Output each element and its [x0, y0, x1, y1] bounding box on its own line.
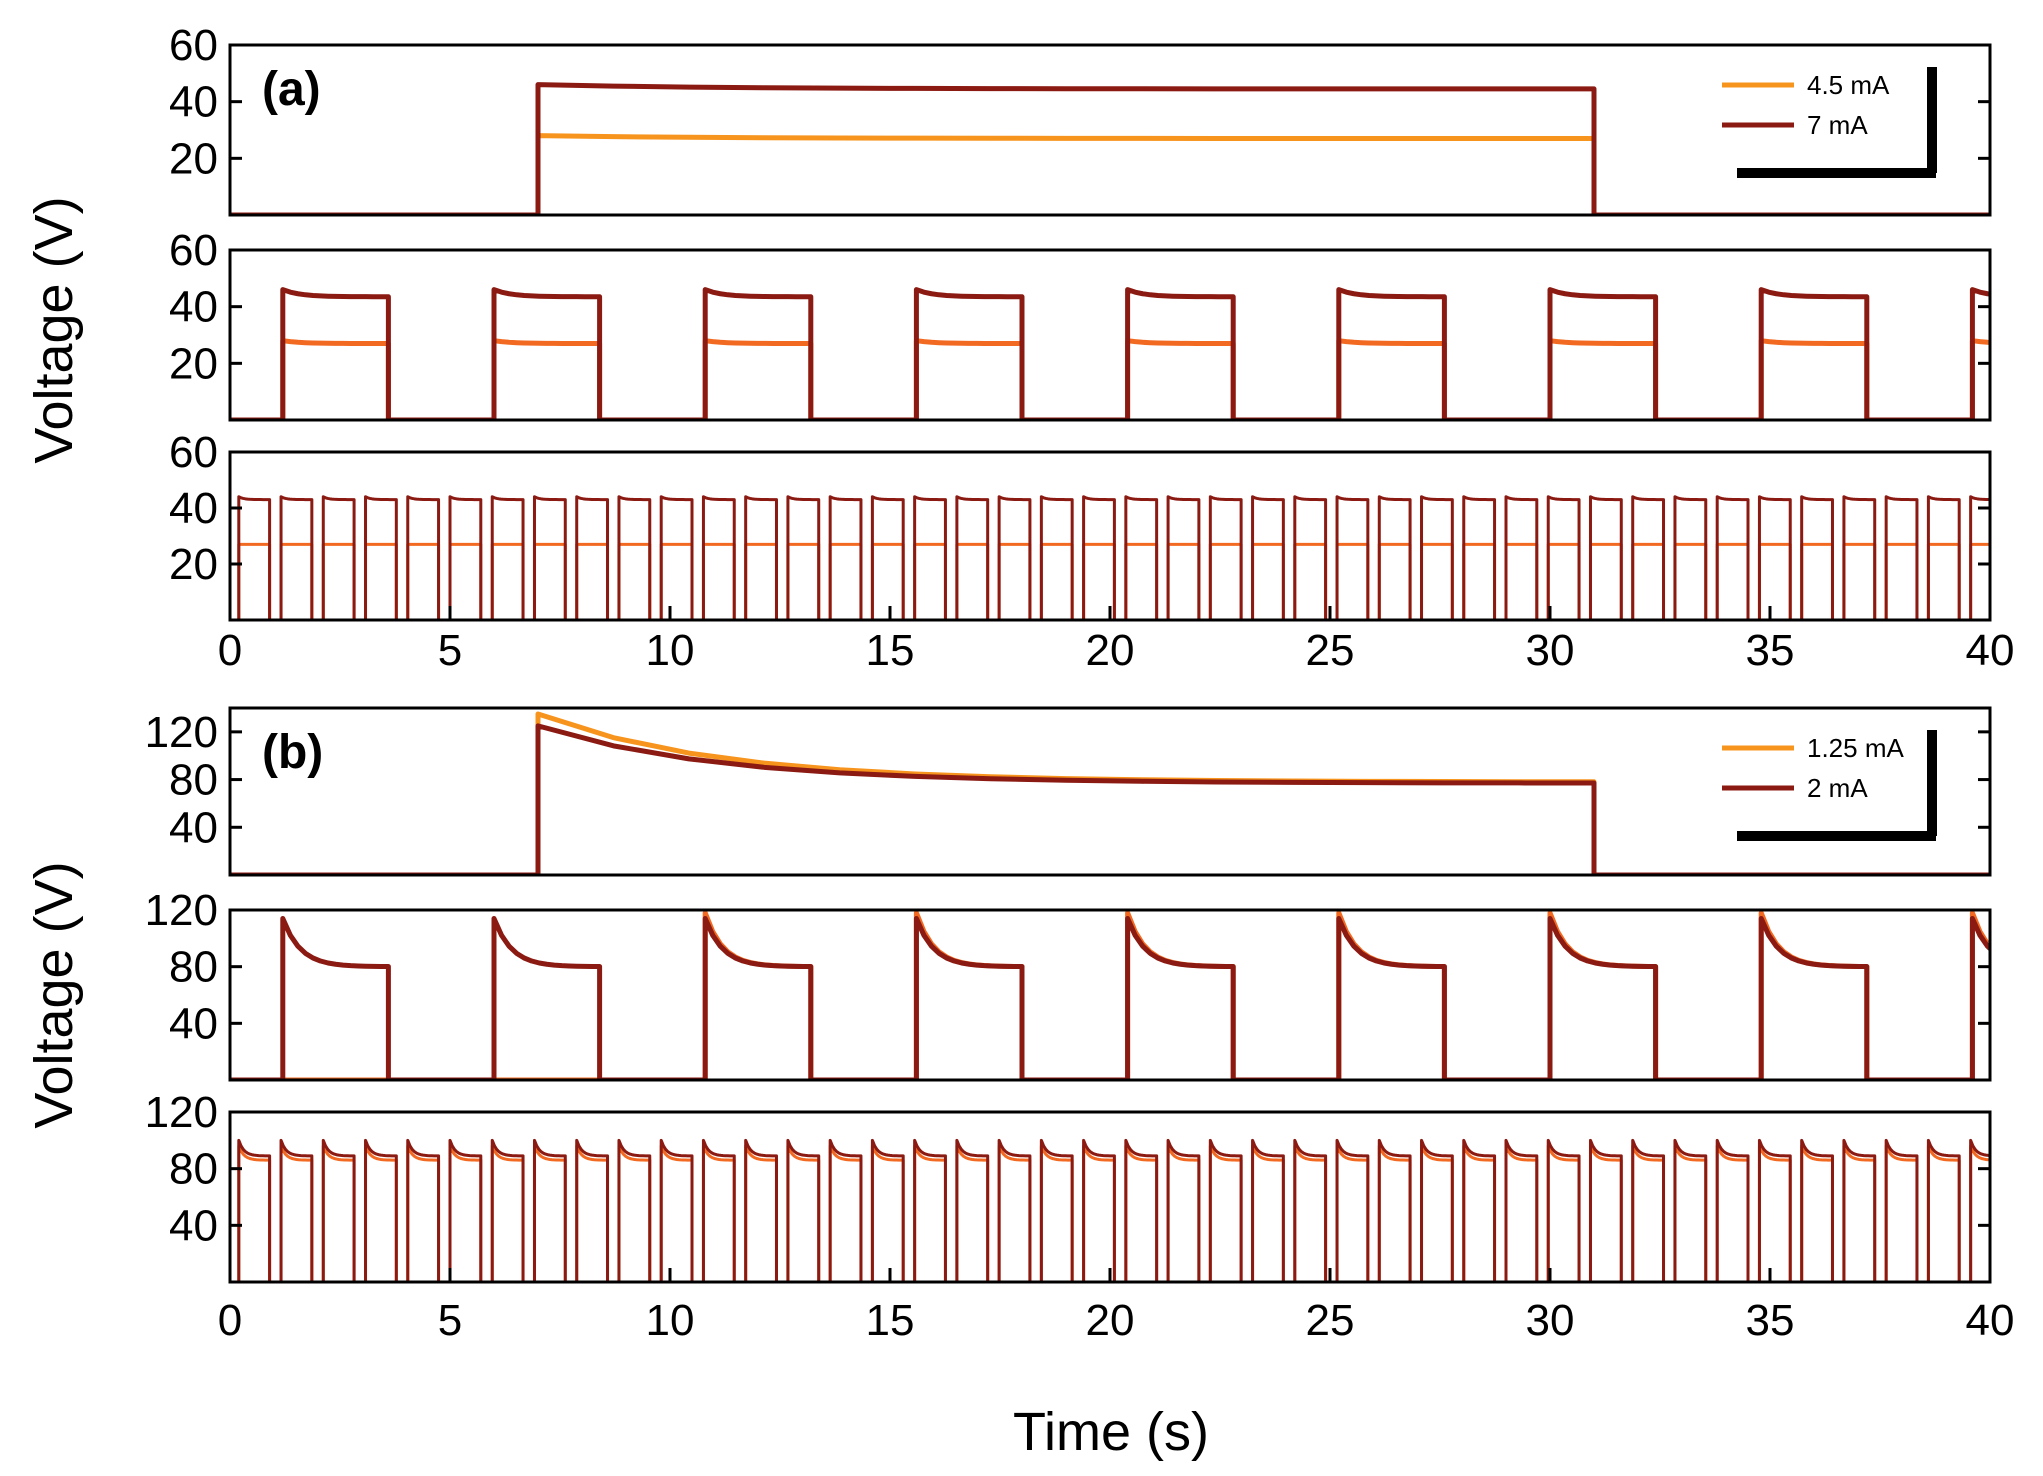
x-tick-label: 35 — [1746, 626, 1795, 675]
plot-area: 20 40 60 20 40 60 20 40 60 0 5 10 15 20 25 30 35 40 (a) 4.5… — [145, 21, 2015, 1345]
y-tick-label: 60 — [169, 428, 218, 477]
x-tick-label: 10 — [646, 1296, 695, 1345]
x-tick-label: 30 — [1526, 1296, 1575, 1345]
y-tick-label: 40 — [169, 484, 218, 533]
series-line-4.5-mA — [230, 338, 1990, 420]
series-group — [230, 287, 1990, 420]
legend: 1.25 mA 2 mA — [1722, 730, 1937, 841]
axes-frame — [228, 43, 1992, 217]
y-tick-label: 80 — [169, 943, 218, 992]
y-tick-label: 40 — [169, 283, 218, 332]
y-axis-title-b: Voltage (V) — [24, 861, 84, 1128]
y-tick-label: 80 — [169, 756, 218, 805]
x-tick-label: 20 — [1086, 626, 1135, 675]
x-tick-label: 15 — [866, 626, 915, 675]
series-line-2-mA — [230, 916, 1990, 1080]
legend-label: 7 mA — [1807, 110, 1868, 140]
series-group — [230, 495, 1990, 620]
x-tick-label: 0 — [218, 626, 242, 675]
y-tick-label: 120 — [145, 708, 218, 757]
series-line-7-mA — [230, 495, 1990, 620]
x-tick-label: 0 — [218, 1296, 242, 1345]
series-line-2-mA — [230, 723, 1990, 875]
legend-label: 2 mA — [1807, 773, 1868, 803]
y-tick-label: 60 — [169, 226, 218, 275]
y-tick-label: 20 — [169, 134, 218, 183]
y-tick-label: 80 — [169, 1145, 218, 1194]
x-tick-label: 40 — [1966, 1296, 2015, 1345]
axes-frame — [228, 1110, 1992, 1284]
legend-label: 1.25 mA — [1807, 733, 1904, 763]
y-tick-label: 60 — [169, 21, 218, 70]
y-tick-label: 40 — [169, 803, 218, 852]
series-group — [230, 1138, 1990, 1282]
x-tick-label: 5 — [438, 626, 462, 675]
series-line-7-mA — [230, 287, 1990, 420]
x-tick-label: 25 — [1306, 1296, 1355, 1345]
y-tick-label: 40 — [169, 78, 218, 127]
x-tick-label: 15 — [866, 1296, 915, 1345]
subplot-a-top: 20 40 60 — [169, 21, 1992, 217]
y-tick-label: 20 — [169, 339, 218, 388]
legend: 4.5 mA 7 mA — [1722, 67, 1937, 178]
axes-frame — [228, 706, 1992, 877]
x-tick-label: 20 — [1086, 1296, 1135, 1345]
x-tick-label: 35 — [1746, 1296, 1795, 1345]
x-tick-label: 5 — [438, 1296, 462, 1345]
panel-label: (a) — [262, 63, 321, 116]
series-group — [230, 711, 1990, 875]
subplot-a-bottom: 20 40 60 — [169, 428, 1992, 622]
series-group — [230, 82, 1990, 215]
x-tick-label: 25 — [1306, 626, 1355, 675]
axes-frame — [228, 450, 1992, 622]
subplot-b-bottom: 40 80 120 — [145, 1088, 1992, 1284]
series-line-2-mA — [230, 1138, 1990, 1282]
y-tick-label: 40 — [169, 999, 218, 1048]
series-group — [230, 910, 1990, 1080]
y-tick-label: 120 — [145, 886, 218, 935]
subplot-a-middle: 20 40 60 — [169, 226, 1992, 422]
series-line-4.5-mA — [230, 133, 1990, 215]
panel-a: 20 40 60 20 40 60 20 40 60 0 5 10 15 20 25 30 35 40 (a) 4.5… — [169, 21, 2015, 675]
subplot-b-middle: 40 80 120 — [145, 886, 1992, 1082]
series-line-1.25-mA — [230, 1144, 1990, 1282]
panel-label: (b) — [262, 726, 323, 779]
x-tick-label: 30 — [1526, 626, 1575, 675]
x-tick-label: 40 — [1966, 626, 2015, 675]
legend-label: 4.5 mA — [1807, 70, 1890, 100]
series-line-7-mA — [230, 82, 1990, 215]
y-tick-label: 20 — [169, 540, 218, 589]
y-tick-label: 120 — [145, 1088, 218, 1137]
x-axis-title: Time (s) — [1013, 1402, 1209, 1462]
series-line-4.5-mA — [230, 542, 1990, 620]
y-tick-label: 40 — [169, 1201, 218, 1250]
axes-frame — [228, 908, 1992, 1082]
axes-frame — [228, 248, 1992, 422]
x-tick-label: 10 — [646, 626, 695, 675]
y-axis-title-a: Voltage (V) — [24, 196, 84, 463]
